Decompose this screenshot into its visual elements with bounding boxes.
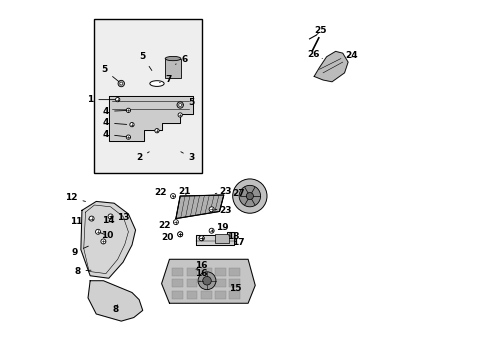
Polygon shape xyxy=(313,51,347,82)
Circle shape xyxy=(179,104,181,107)
Circle shape xyxy=(173,220,178,225)
Bar xyxy=(186,279,197,287)
Circle shape xyxy=(199,236,203,241)
Text: 14: 14 xyxy=(102,216,114,225)
Text: 3: 3 xyxy=(181,152,194,162)
Bar xyxy=(201,291,211,298)
Text: 17: 17 xyxy=(232,238,244,247)
Bar xyxy=(172,268,183,276)
Circle shape xyxy=(198,272,216,290)
Text: 1: 1 xyxy=(87,95,115,104)
Text: 5: 5 xyxy=(183,98,194,107)
Text: 4: 4 xyxy=(102,107,126,116)
Text: 27: 27 xyxy=(231,189,244,198)
Circle shape xyxy=(209,228,214,233)
Bar xyxy=(201,268,211,276)
Text: 21: 21 xyxy=(178,187,190,196)
Text: 12: 12 xyxy=(65,193,85,202)
Circle shape xyxy=(126,108,130,112)
Bar xyxy=(172,291,183,298)
Text: 4: 4 xyxy=(102,118,126,127)
Ellipse shape xyxy=(165,57,181,61)
Bar xyxy=(186,291,197,298)
Circle shape xyxy=(199,236,203,241)
Bar xyxy=(229,268,240,276)
Text: 8: 8 xyxy=(74,267,91,276)
Circle shape xyxy=(89,216,94,221)
Text: 7: 7 xyxy=(159,75,172,84)
Text: 10: 10 xyxy=(101,231,113,240)
Text: 8: 8 xyxy=(113,305,119,314)
Bar xyxy=(172,279,183,287)
Circle shape xyxy=(95,229,101,234)
Circle shape xyxy=(177,232,183,237)
Circle shape xyxy=(126,135,130,139)
Text: 22: 22 xyxy=(154,188,173,197)
Circle shape xyxy=(130,122,134,127)
Text: 25: 25 xyxy=(314,26,326,35)
Circle shape xyxy=(203,276,211,285)
Text: 26: 26 xyxy=(306,50,322,59)
Bar xyxy=(186,268,197,276)
Text: 23: 23 xyxy=(215,187,232,196)
Bar xyxy=(229,291,240,298)
Polygon shape xyxy=(88,281,142,321)
Text: 22: 22 xyxy=(158,221,176,230)
Text: 4: 4 xyxy=(102,130,126,139)
Text: 6: 6 xyxy=(175,55,187,64)
Circle shape xyxy=(177,102,183,108)
Text: 16: 16 xyxy=(194,269,207,282)
Text: 24: 24 xyxy=(345,51,357,60)
Text: 11: 11 xyxy=(70,217,89,226)
Text: 2: 2 xyxy=(136,152,149,162)
Text: 5: 5 xyxy=(101,66,119,82)
Polygon shape xyxy=(176,195,224,219)
Circle shape xyxy=(239,185,260,207)
Bar xyxy=(229,279,240,287)
Ellipse shape xyxy=(149,81,164,86)
Circle shape xyxy=(246,193,253,200)
Circle shape xyxy=(232,179,266,213)
Polygon shape xyxy=(108,96,192,141)
Circle shape xyxy=(101,239,106,244)
Text: 18: 18 xyxy=(226,232,239,241)
Circle shape xyxy=(178,113,182,117)
Text: 19: 19 xyxy=(211,222,228,231)
Circle shape xyxy=(155,129,159,133)
Bar xyxy=(215,279,225,287)
Text: 9: 9 xyxy=(71,246,88,257)
Circle shape xyxy=(118,80,124,87)
Text: 15: 15 xyxy=(229,284,242,293)
Bar xyxy=(215,291,225,298)
Text: 20: 20 xyxy=(161,233,180,242)
Circle shape xyxy=(115,98,120,102)
Polygon shape xyxy=(196,232,233,245)
Bar xyxy=(94,19,201,173)
Bar xyxy=(201,279,211,287)
Circle shape xyxy=(177,232,183,237)
Text: 5: 5 xyxy=(139,52,152,71)
Circle shape xyxy=(108,214,113,219)
Text: 16: 16 xyxy=(194,261,207,270)
Circle shape xyxy=(120,82,122,85)
Bar xyxy=(215,268,225,276)
Text: 13: 13 xyxy=(110,213,130,222)
Polygon shape xyxy=(162,259,255,303)
Bar xyxy=(215,234,229,243)
Polygon shape xyxy=(81,202,135,278)
Circle shape xyxy=(170,194,175,199)
Bar xyxy=(165,59,181,78)
Circle shape xyxy=(209,207,214,212)
Text: 23: 23 xyxy=(215,206,232,215)
